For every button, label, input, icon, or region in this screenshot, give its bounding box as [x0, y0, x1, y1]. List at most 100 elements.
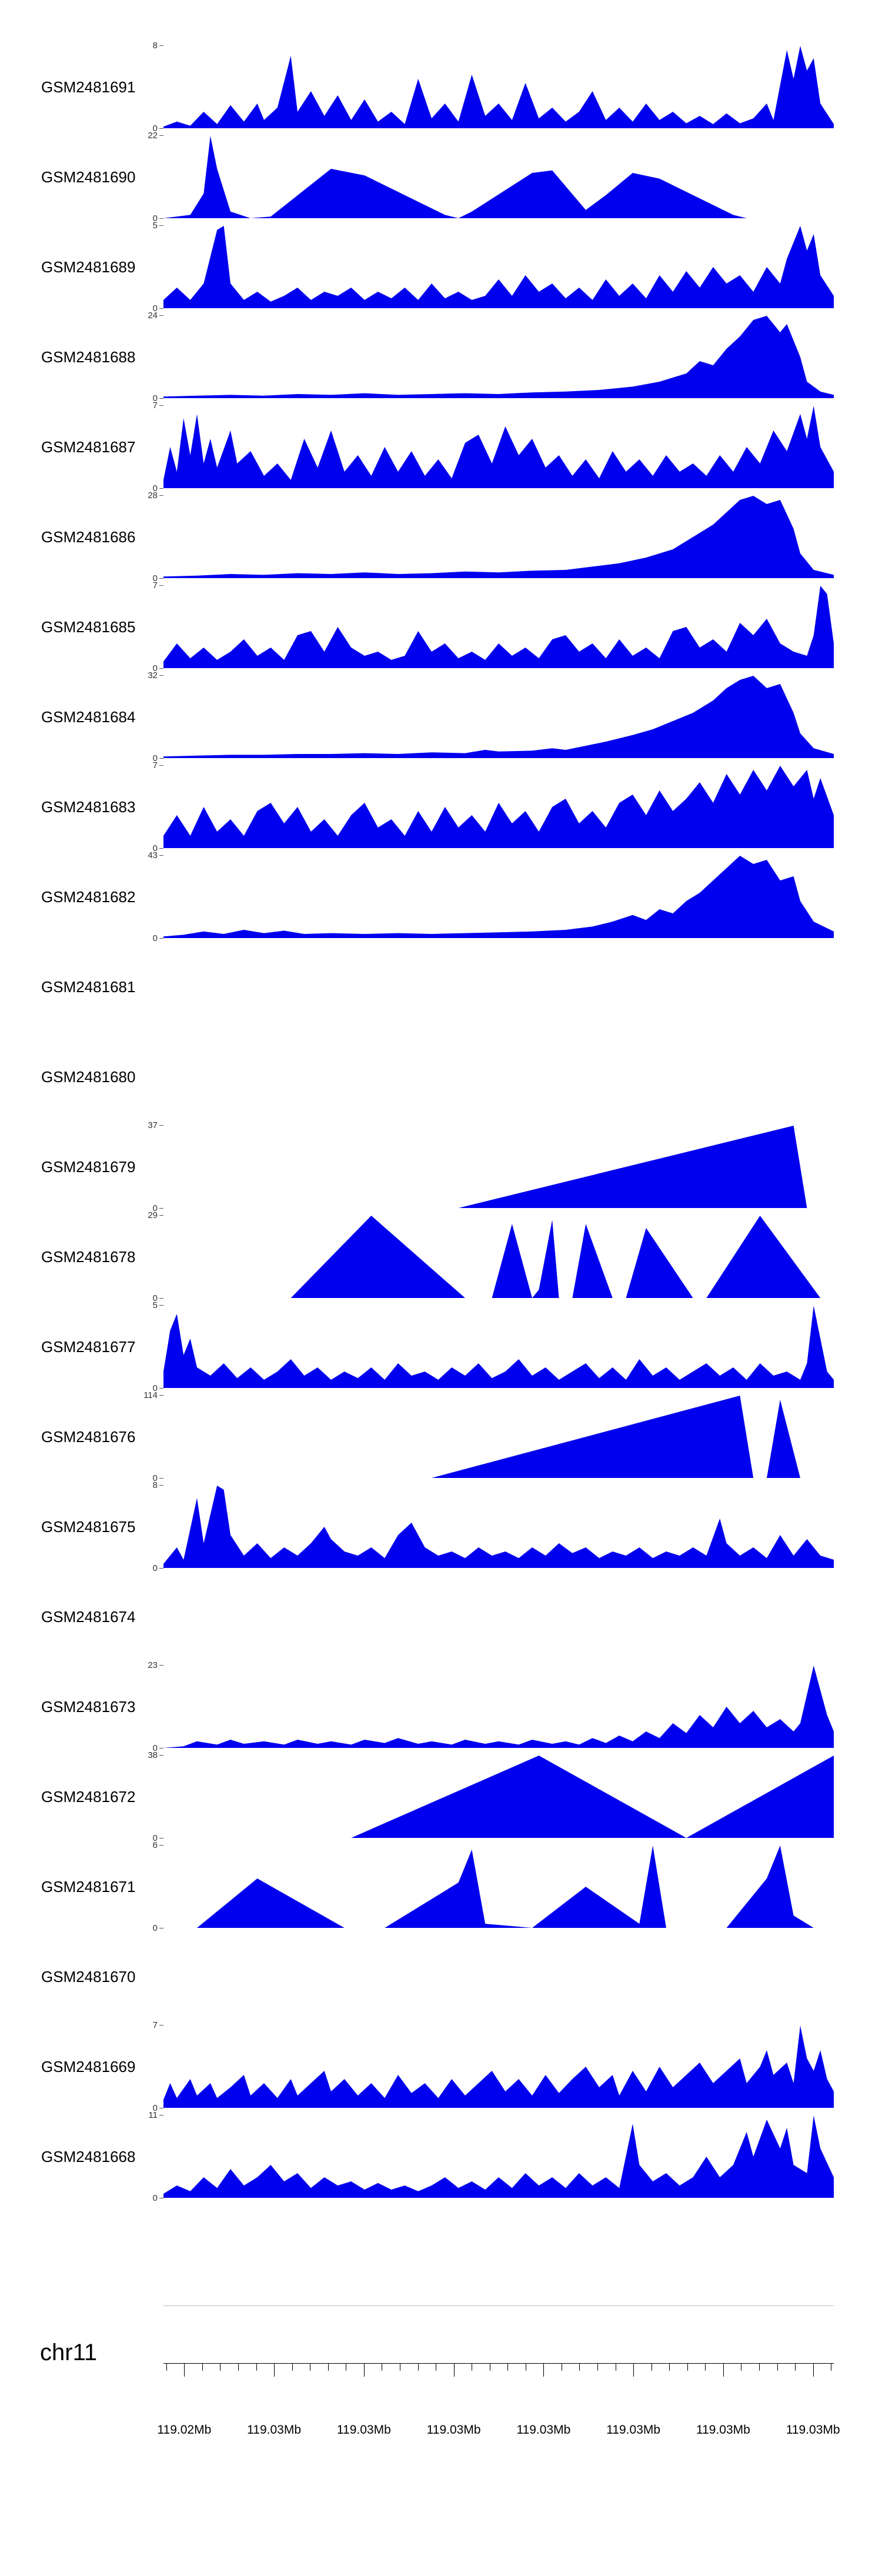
- track-row: GSM2481689 5 0: [0, 221, 882, 316]
- signal-area-svg: [163, 1396, 834, 1478]
- signal-area-svg: [163, 766, 834, 848]
- track-y-axis: 8 0: [120, 41, 163, 133]
- axis-minor-tick: [759, 2364, 760, 2371]
- track-row: GSM2481681: [0, 946, 882, 1036]
- track-label: GSM2481691: [41, 78, 136, 96]
- track-row: GSM2481688 24 0: [0, 311, 882, 406]
- y-axis-max: 43: [148, 851, 163, 860]
- track-label: GSM2481687: [41, 438, 136, 456]
- signal-area-svg: [163, 1486, 834, 1568]
- track-y-axis: 7 0: [120, 2021, 163, 2113]
- track-y-axis: 22 0: [120, 131, 163, 223]
- y-axis-max: 24: [148, 311, 163, 320]
- y-axis-max-value: 37: [148, 1120, 158, 1130]
- y-axis-max-value: 6: [152, 1840, 158, 1850]
- track-y-axis: 24 0: [120, 311, 163, 403]
- y-axis-min: 0: [153, 1924, 163, 1933]
- track-row: GSM2481673 23 0: [0, 1661, 882, 1756]
- y-axis-max-value: 7: [152, 2020, 158, 2030]
- axis-minor-tick: [687, 2364, 688, 2371]
- y-axis-tick: [159, 495, 163, 496]
- track-signal-plot: [163, 1036, 834, 1118]
- track-signal-plot: [163, 1126, 834, 1208]
- y-axis-max: 28: [148, 491, 163, 500]
- signal-area-svg: [163, 676, 834, 758]
- y-axis-min: 0: [153, 1204, 163, 1213]
- track-label: GSM2481688: [41, 348, 136, 366]
- signal-area-svg: [163, 1126, 834, 1208]
- track-row: GSM2481670: [0, 1936, 882, 2026]
- y-axis-min-value: 0: [152, 1203, 158, 1213]
- track-label: GSM2481682: [41, 888, 136, 906]
- track-row: GSM2481675 8 0: [0, 1481, 882, 1576]
- y-axis-max: 29: [148, 1211, 163, 1220]
- track-signal-plot: [163, 1756, 834, 1838]
- track-y-axis: 7 0: [120, 401, 163, 493]
- y-axis-tick: [159, 1388, 163, 1389]
- track-signal-plot: [163, 766, 834, 848]
- axis-tick-label: 119.03Mb: [516, 2423, 571, 2437]
- signal-area-svg: [163, 1756, 834, 1838]
- track-label: GSM2481678: [41, 1248, 136, 1266]
- y-axis-tick: [159, 758, 163, 759]
- track-signal-plot: [163, 1306, 834, 1388]
- y-axis-tick: [159, 848, 163, 849]
- axis-major-tick: [543, 2364, 544, 2377]
- track-label: GSM2481674: [41, 1608, 136, 1626]
- y-axis-max: 5: [153, 1301, 163, 1310]
- signal-area: [163, 1126, 834, 1208]
- track-y-axis: 32 0: [120, 671, 163, 763]
- axis-minor-tick: [795, 2364, 796, 2371]
- axis-minor-tick: [256, 2364, 257, 2371]
- axis-minor-tick: [669, 2364, 670, 2371]
- y-axis-tick: [159, 1208, 163, 1209]
- track-row: GSM2481685 7 0: [0, 581, 882, 676]
- y-axis-min-value: 0: [152, 124, 158, 134]
- axis-major-tick: [813, 2364, 814, 2377]
- track-label: GSM2481686: [41, 528, 136, 546]
- axis-minor-tick: [777, 2364, 778, 2371]
- y-axis-max-value: 114: [143, 1390, 158, 1400]
- track-label: GSM2481676: [41, 1428, 136, 1446]
- track-signal-plot: [163, 856, 834, 938]
- y-axis-min: 0: [153, 934, 163, 943]
- track-row: GSM2481683 7 0: [0, 761, 882, 856]
- track-label: GSM2481684: [41, 708, 136, 726]
- track-signal-plot: [163, 1216, 834, 1298]
- chromosome-label: chr11: [40, 2340, 98, 2365]
- y-axis-max: 7: [153, 2021, 163, 2030]
- signal-area: [163, 46, 834, 128]
- y-axis-max-value: 5: [152, 1300, 158, 1310]
- y-axis-max: 6: [153, 1841, 163, 1850]
- track-y-axis: 114 0: [120, 1391, 163, 1483]
- track-label: GSM2481677: [41, 1338, 136, 1356]
- track-signal-plot: [163, 1396, 834, 1478]
- axis-minor-tick: [166, 2364, 167, 2371]
- track-label: GSM2481671: [41, 1878, 136, 1896]
- y-axis-max-value: 8: [152, 1480, 158, 1490]
- track-row: GSM2481680: [0, 1036, 882, 1126]
- axis-major-tick: [633, 2364, 634, 2377]
- y-axis-min-value: 0: [152, 1293, 158, 1303]
- y-axis-min: 0: [153, 2194, 163, 2203]
- y-axis-max-value: 8: [152, 41, 158, 51]
- axis-tick-label: 119.03Mb: [786, 2423, 840, 2437]
- y-axis-min: 0: [153, 664, 163, 673]
- track-row: GSM2481678 29 0: [0, 1211, 882, 1306]
- signal-area-svg: [163, 496, 834, 578]
- signal-area: [163, 1396, 834, 1478]
- y-axis-min-value: 0: [152, 1473, 158, 1483]
- signal-area: [163, 316, 834, 398]
- genome-axis-ticks: [163, 2364, 834, 2387]
- genome-axis-track: chr11 119.02Mb 119.03Mb 119.03Mb 119.03Mb 11…: [0, 2294, 882, 2529]
- y-axis-tick: [159, 1568, 163, 1569]
- track-row: GSM2481690 22 0: [0, 131, 882, 226]
- y-axis-max: 38: [148, 1751, 163, 1760]
- y-axis-tick: [159, 1748, 163, 1749]
- signal-area-svg: [163, 856, 834, 938]
- signal-area: [163, 676, 834, 758]
- track-row: GSM2481672 38 0: [0, 1751, 882, 1846]
- y-axis-min-value: 0: [152, 303, 158, 313]
- y-axis-min-value: 0: [152, 573, 158, 583]
